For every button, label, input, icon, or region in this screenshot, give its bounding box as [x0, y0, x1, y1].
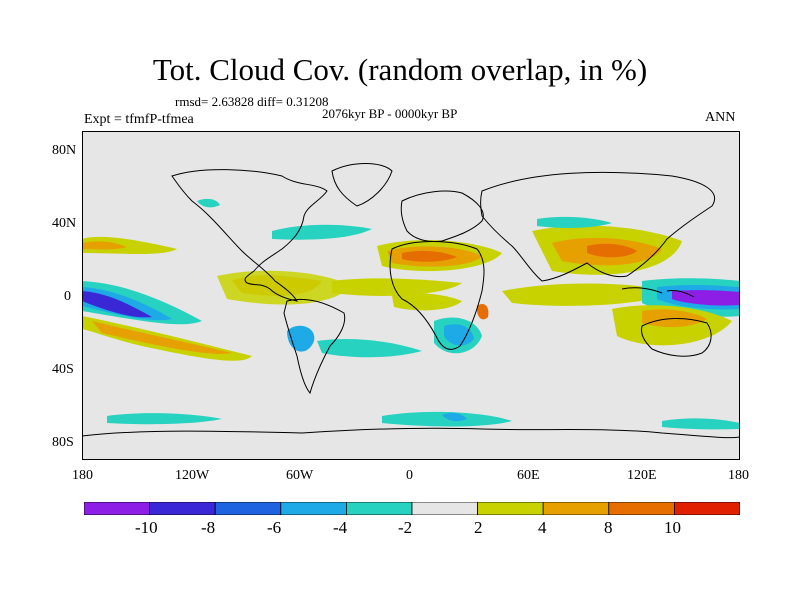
coastline-africa: [389, 241, 485, 350]
colorbar-label: -4: [333, 518, 348, 537]
chart-title: Tot. Cloud Cov. (random overlap, in %): [152, 52, 648, 87]
north-negative-small: [197, 198, 220, 208]
coastline-indonesia: [621, 287, 695, 298]
south-atlantic-negative: [317, 339, 422, 358]
colorbar-box: [149, 502, 216, 515]
colorbar-label: 10: [664, 518, 681, 537]
period-text: 2076kyr BP - 0000kyr BP: [322, 106, 458, 121]
colorbar-box: [84, 502, 150, 515]
y-tick-label: 80S: [52, 435, 74, 450]
y-tick-label: 0: [64, 289, 71, 304]
pacific-negative-anomaly-center: [82, 291, 152, 318]
x-tick-label: 180: [728, 468, 749, 483]
coastline-asia: [480, 171, 715, 282]
x-tick-label: 60E: [517, 468, 540, 483]
colorbar-label: -2: [398, 518, 413, 537]
colorbar-label: 8: [604, 518, 613, 537]
coastlines: [82, 163, 740, 439]
madagascar-positive: [476, 304, 489, 320]
coastline-australia: [641, 317, 712, 357]
north-pacific-positive: [82, 236, 177, 254]
x-tick-label: 120W: [175, 468, 210, 483]
north-atlantic-negative: [272, 224, 372, 240]
southern-africa-negative-core: [444, 324, 474, 346]
africa-positive: [392, 293, 462, 311]
y-tick-label: 40S: [52, 362, 74, 377]
siberia-negative: [537, 216, 612, 228]
atlantic-positive-band: [332, 278, 462, 296]
x-tick-label: 180: [72, 468, 93, 483]
colorbar-box: [542, 502, 610, 515]
coastline-europe: [400, 190, 484, 242]
southern-ocean-negative-1: [107, 413, 222, 425]
x-tick-label: 120E: [627, 468, 657, 483]
colorbar-label: 2: [474, 518, 483, 537]
anomaly-map: [82, 131, 740, 460]
pacific-negative-anomaly: [82, 281, 202, 325]
y-tick-label: 40N: [52, 216, 77, 231]
colorbar-box: [214, 502, 282, 515]
season-label: ANN: [705, 110, 736, 125]
colorbar-label: -10: [135, 518, 158, 537]
coastline-south-america: [283, 298, 346, 395]
map-border: [82, 131, 740, 460]
southern-ocean-negative-4: [442, 412, 467, 422]
colorbar-label: -8: [201, 518, 216, 537]
asia-positive-core: [587, 243, 637, 258]
southern-ocean-negative-2: [382, 411, 512, 427]
x-tick-label: 60W: [286, 468, 314, 483]
sahara-positive-core: [402, 250, 457, 262]
colorbar-label: -6: [267, 518, 282, 537]
colorbar-box: [280, 502, 347, 515]
colorbar-box: [674, 502, 740, 515]
coastline-greenland: [331, 163, 393, 207]
colorbar-box: [345, 502, 413, 515]
colorbar-box: [608, 502, 675, 515]
south-pacific-positive-core: [92, 321, 232, 354]
experiment-label: Expt = tfmfP-tfmea: [84, 112, 194, 127]
stats-text: rmsd= 2.63828 diff= 0.31208: [175, 94, 329, 109]
north-pacific-positive-core: [82, 241, 127, 250]
colorbar-box: [411, 502, 478, 515]
x-tick-label: 0: [406, 468, 413, 483]
colorbar: [84, 502, 740, 515]
southern-ocean-negative-3: [662, 418, 740, 430]
indian-ocean-positive: [502, 283, 672, 306]
colorbar-label: 4: [538, 518, 547, 537]
colorbar-box: [477, 502, 544, 515]
y-tick-label: 80N: [52, 143, 77, 158]
coastline-antarctica: [82, 427, 740, 439]
coastline-north-america: [171, 169, 328, 302]
